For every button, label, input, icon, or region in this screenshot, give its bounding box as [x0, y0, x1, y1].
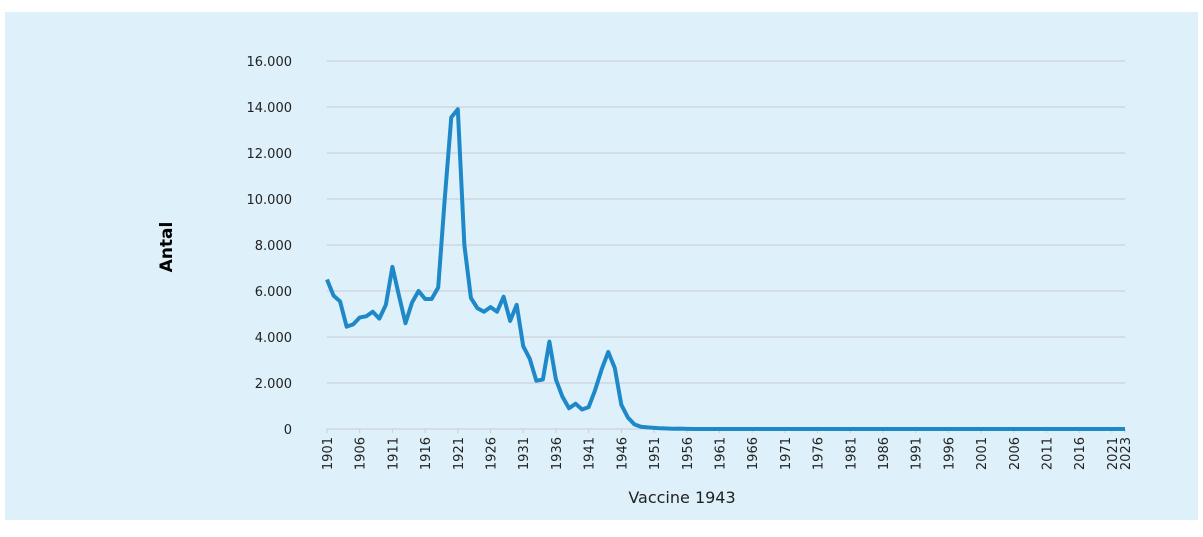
x-tick-label: 1976	[812, 437, 827, 470]
x-tick-label: 1946	[615, 437, 630, 470]
x-tick-label: 2023	[1119, 437, 1134, 470]
x-tick-label: 1931	[517, 437, 532, 470]
y-axis-label: Antal	[157, 222, 177, 273]
y-tick-label: 16.000	[247, 55, 293, 70]
x-tick-label: 2006	[1008, 437, 1023, 470]
x-tick-label: 1981	[844, 437, 859, 470]
x-tick-label: 1996	[942, 437, 957, 470]
y-tick-label: 10.000	[247, 193, 293, 208]
x-tick-label: 1971	[779, 437, 794, 470]
x-tick-label: 1961	[713, 437, 728, 470]
x-tick-label: 1956	[681, 437, 696, 470]
x-tick-label: 1906	[354, 437, 369, 470]
x-tick-label: 1901	[321, 437, 336, 470]
x-tick-label: 1921	[452, 437, 467, 470]
x-axis-label: Vaccine 1943	[628, 488, 735, 507]
y-tick-label: 6.000	[255, 285, 292, 300]
x-tick-label: 1941	[583, 437, 598, 470]
x-tick-label: 1916	[419, 437, 434, 470]
x-tick-label: 1936	[550, 437, 565, 470]
x-tick-label: 2001	[975, 437, 990, 470]
y-tick-label: 14.000	[247, 101, 293, 116]
chart-background	[5, 12, 1198, 520]
x-tick-label: 1986	[877, 437, 892, 470]
data-line	[325, 107, 1125, 431]
y-tick-label: 4.000	[255, 331, 292, 346]
x-tick-label: 1911	[386, 437, 401, 470]
x-tick-label: 1951	[648, 437, 663, 470]
y-tick-label: 12.000	[247, 147, 293, 162]
y-tick-label: 0	[284, 423, 292, 438]
x-tick-label: 1991	[910, 437, 925, 470]
y-tick-label: 8.000	[255, 239, 292, 254]
x-tick-label: 2016	[1073, 437, 1088, 470]
y-tick-label: 2.000	[255, 377, 292, 392]
x-tick-label: 1926	[485, 437, 500, 470]
x-tick-label: 1966	[746, 437, 761, 470]
x-tick-label: 2011	[1041, 437, 1056, 470]
x-tick-label: 2021	[1106, 437, 1121, 470]
